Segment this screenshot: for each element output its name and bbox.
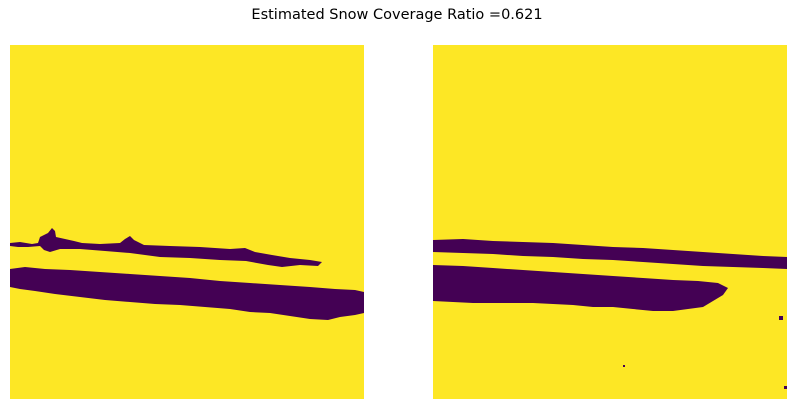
- no-snow-speck: [784, 386, 787, 389]
- no-snow-speck: [623, 365, 625, 367]
- snow-region: [433, 45, 787, 399]
- no-snow-streak-lower: [10, 267, 364, 320]
- figure-title: Estimated Snow Coverage Ratio =0.621: [251, 7, 543, 23]
- no-snow-streak-upper: [10, 228, 322, 267]
- no-snow-speck: [779, 316, 783, 320]
- snow-region: [10, 45, 364, 399]
- no-snow-streak-lower: [433, 265, 728, 311]
- snow-mask-right-image: [433, 45, 787, 399]
- no-snow-streak-upper: [433, 239, 787, 269]
- snow-mask-left-image: [10, 45, 364, 399]
